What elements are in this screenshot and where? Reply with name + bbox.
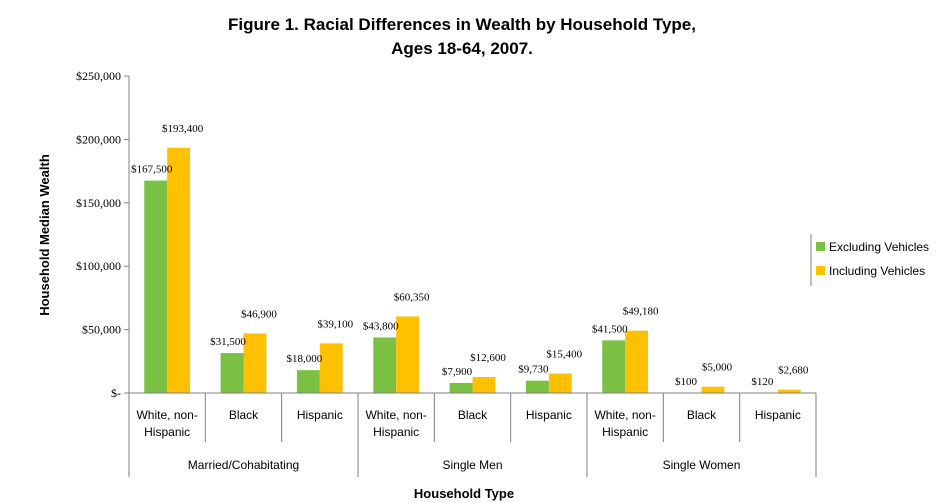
data-label: $15,400 xyxy=(546,348,582,360)
data-label: $60,350 xyxy=(394,291,430,303)
y-tick-label: $100,000 xyxy=(76,259,121,273)
chart-title-line2: Ages 18-64, 2007. xyxy=(391,39,533,58)
data-label: $120 xyxy=(751,376,774,388)
category-label-line2: Hispanic xyxy=(373,425,419,439)
bar-including-vehicles xyxy=(243,333,267,393)
bar-excluding-vehicles xyxy=(602,340,626,393)
y-tick-label: $50,000 xyxy=(82,323,121,337)
data-label: $31,500 xyxy=(210,336,246,348)
bar-including-vehicles xyxy=(319,343,343,393)
legend: Excluding Vehicles Including Vehicles xyxy=(810,234,929,286)
bar-including-vehicles xyxy=(625,330,649,393)
bar-excluding-vehicles xyxy=(525,380,549,393)
data-label: $7,900 xyxy=(442,366,473,378)
group-label: Single Women xyxy=(663,458,741,472)
bar-including-vehicles xyxy=(167,147,191,393)
data-label: $9,730 xyxy=(518,364,549,376)
data-label: $39,100 xyxy=(317,318,353,330)
legend-label: Excluding Vehicles xyxy=(829,240,929,254)
category-label: White, non- xyxy=(594,408,655,422)
bar-excluding-vehicles xyxy=(449,382,473,393)
axes: $- $50,000 $100,000 $150,000 $200,000 $250,00… xyxy=(76,69,817,477)
y-tick-label: $200,000 xyxy=(76,132,121,146)
data-label: $12,600 xyxy=(470,352,506,364)
x-axis-title: Household Type xyxy=(414,486,514,501)
data-label: $100 xyxy=(675,376,698,388)
y-tick-label: $- xyxy=(111,386,121,400)
bar-including-vehicles xyxy=(472,377,496,393)
bar-including-vehicles xyxy=(396,316,420,393)
bar-including-vehicles xyxy=(777,389,801,393)
chart-title-line1: Figure 1. Racial Differences in Wealth b… xyxy=(228,15,696,34)
data-label: $2,680 xyxy=(778,365,809,377)
legend-swatch xyxy=(816,266,825,275)
category-label: Black xyxy=(229,408,259,422)
data-label: $49,180 xyxy=(623,306,659,318)
category-label: Hispanic xyxy=(755,408,801,422)
bar-including-vehicles xyxy=(548,373,572,393)
category-label: Hispanic xyxy=(526,408,572,422)
category-label-line2: Hispanic xyxy=(144,425,190,439)
category-label: Black xyxy=(458,408,488,422)
bars xyxy=(144,147,801,393)
bar-excluding-vehicles xyxy=(220,353,244,393)
data-label: $193,400 xyxy=(162,123,204,135)
data-label: $167,500 xyxy=(131,164,173,176)
group-label: Married/Cohabitating xyxy=(188,458,299,472)
category-label: Black xyxy=(687,408,717,422)
data-label: $43,800 xyxy=(363,320,399,332)
category-label: White, non- xyxy=(136,408,197,422)
group-label: Single Men xyxy=(442,458,502,472)
category-label: Hispanic xyxy=(297,408,343,422)
bar-including-vehicles xyxy=(701,386,725,393)
data-label: $5,000 xyxy=(702,362,733,374)
data-label: $18,000 xyxy=(287,353,323,365)
bar-excluding-vehicles xyxy=(296,370,320,393)
category-label-line2: Hispanic xyxy=(602,425,648,439)
legend-swatch xyxy=(816,242,825,251)
data-labels: $167,500 $31,500 $18,000 $43,800 $7,900 $9,73… xyxy=(131,123,809,388)
data-label: $41,500 xyxy=(592,323,628,335)
legend-label: Including Vehicles xyxy=(829,264,925,278)
y-tick-label: $150,000 xyxy=(76,196,121,210)
category-label: White, non- xyxy=(365,408,426,422)
y-axis-title: Household Median Wealth xyxy=(37,154,52,316)
bar-excluding-vehicles xyxy=(373,337,397,393)
bar-excluding-vehicles xyxy=(144,180,168,393)
data-label: $46,900 xyxy=(241,309,277,321)
y-tick-label: $250,000 xyxy=(76,69,121,83)
